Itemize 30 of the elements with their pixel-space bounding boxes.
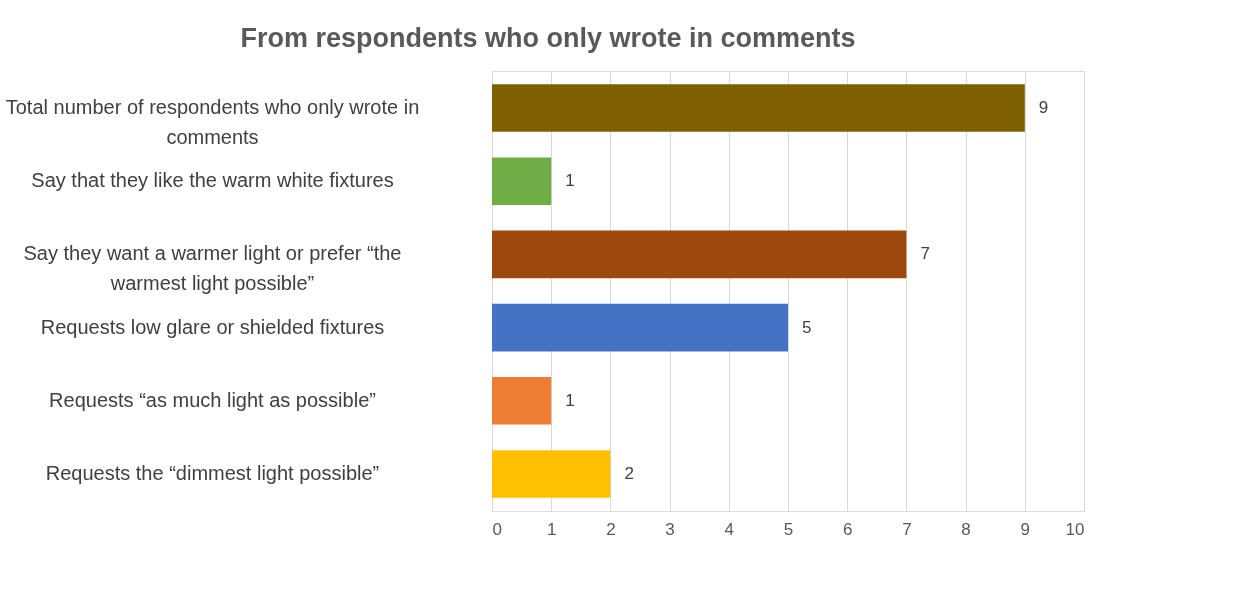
- x-tick-label: 0: [492, 519, 502, 539]
- bar: [492, 450, 611, 498]
- y-tick-label: Requests low glare or shielded fixtures: [40, 315, 385, 338]
- chart-title: From respondents who only wrote in comments: [240, 23, 856, 53]
- x-tick-label: 3: [665, 519, 675, 539]
- y-tick-label: Requests “as much light as possible”: [49, 388, 376, 411]
- data-label: 2: [624, 464, 634, 484]
- x-tick-label: 10: [1065, 519, 1085, 539]
- data-label: 7: [920, 244, 930, 264]
- x-tick-label: 9: [1020, 519, 1031, 539]
- bar: [492, 230, 907, 279]
- x-tick-label: 8: [961, 519, 971, 539]
- x-tick-label: 4: [724, 519, 735, 539]
- x-tick-label: 2: [606, 519, 616, 539]
- x-tick-label: 5: [783, 519, 794, 539]
- bar: [492, 84, 1025, 132]
- data-label: 9: [1038, 97, 1049, 117]
- bar: [492, 377, 552, 425]
- y-tick-label: Total number of respondents who only wrote in comments: [5, 95, 420, 148]
- x-tick-label: 7: [902, 519, 912, 539]
- y-tick-label: Say they want a warmer light or prefer “the warmest light possible”: [23, 242, 402, 295]
- x-tick-label: 6: [842, 519, 853, 539]
- bar: [492, 303, 788, 352]
- y-tick-label: Say that they like the warm white fixtures: [31, 169, 394, 192]
- data-label: 1: [565, 390, 575, 410]
- x-tick-label: 1: [546, 519, 557, 539]
- bar: [492, 157, 552, 205]
- y-tick-label: Requests the “dimmest light possible”: [45, 462, 380, 485]
- data-label: 5: [802, 317, 812, 337]
- data-label: 1: [565, 171, 575, 191]
